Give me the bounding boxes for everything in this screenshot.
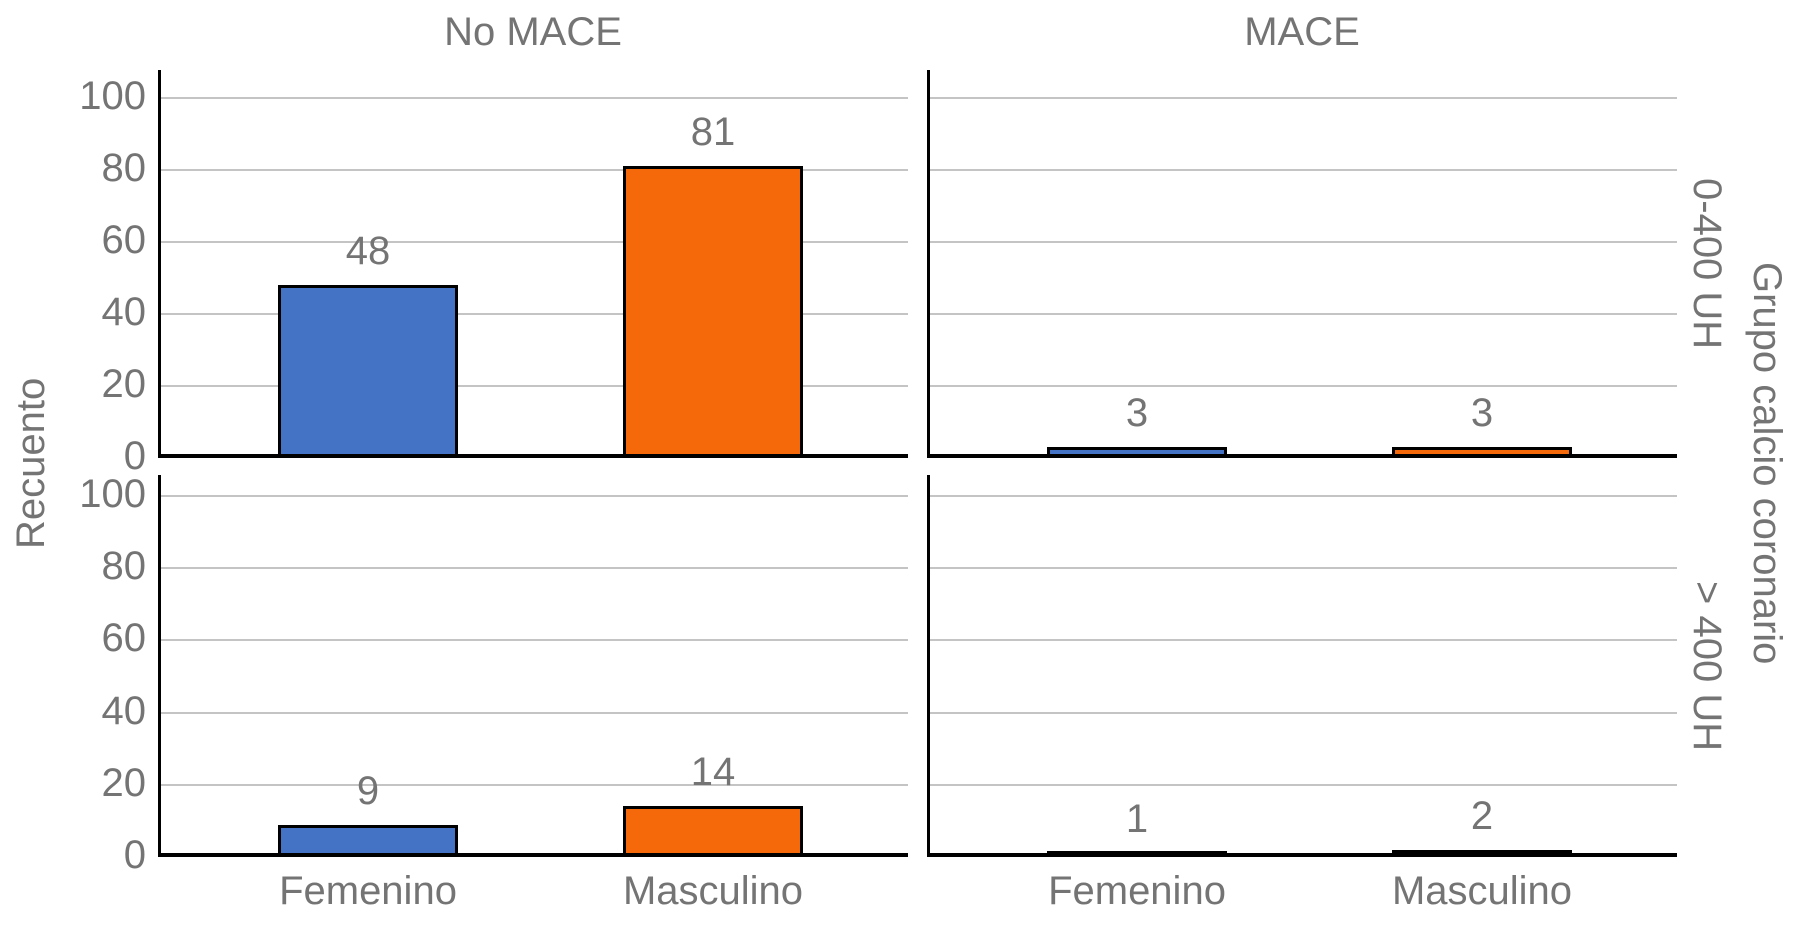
- bar-value-label: 14: [690, 750, 736, 795]
- bar-value-label: 9: [356, 768, 380, 813]
- x-axis-line: [158, 454, 908, 458]
- y-tick-label: 0: [123, 434, 146, 478]
- y-tick-label: 80: [101, 544, 147, 589]
- gridline-y-80: [158, 169, 908, 171]
- gridline-y-60: [158, 241, 908, 243]
- x-category-label-masculino: Masculino: [622, 869, 804, 913]
- bar-value-label: 3: [1470, 391, 1494, 436]
- x-category-label-femenino: Femenino: [1048, 869, 1226, 913]
- y-axis-title: Recuento: [9, 377, 53, 550]
- panel-no-mace--400-uh: 9 14: [158, 475, 908, 857]
- y-tick-label: 0: [123, 833, 146, 877]
- gridline-y-20: [927, 783, 1677, 786]
- y-axis-spine: [158, 70, 161, 458]
- right-outer-axis-title: Grupo calcio coronario: [1745, 262, 1789, 665]
- y-tick-label: 40: [101, 290, 147, 334]
- panel-no-mace-0-400-uh: 48 81: [158, 70, 908, 458]
- x-category-label-femenino: Femenino: [279, 869, 457, 913]
- bar-value-label: 3: [1125, 391, 1149, 436]
- x-category-label-masculino: Masculino: [1391, 869, 1573, 913]
- gridline-y-100: [927, 97, 1677, 99]
- gridline-y-40: [927, 711, 1677, 714]
- y-tick-label: 80: [101, 146, 147, 190]
- x-axis-line: [927, 853, 1677, 857]
- gridline-y-80: [158, 567, 908, 570]
- column-title-mace: MACE: [1244, 10, 1360, 54]
- gridline-y-60: [927, 241, 1677, 243]
- gridline-y-20: [927, 385, 1677, 387]
- y-axis-spine: [927, 475, 930, 857]
- x-axis-line: [927, 454, 1677, 458]
- bar-value-label: 1: [1125, 797, 1149, 842]
- column-title-no-mace: No MACE: [444, 10, 622, 54]
- bar-value-label: 81: [690, 110, 736, 155]
- y-tick-label: 100: [79, 472, 146, 516]
- gridline-y-40: [927, 313, 1677, 315]
- bar-value-label: 2: [1470, 793, 1494, 838]
- y-tick-label: 60: [101, 218, 147, 262]
- y-tick-label: 60: [101, 616, 147, 661]
- row-label-gt-400-uh: > 400 UH: [1685, 580, 1729, 752]
- gridline-y-80: [927, 567, 1677, 570]
- gridline-y-20: [158, 385, 908, 387]
- gridline-y-100: [158, 97, 908, 99]
- gridline-y-100: [927, 495, 1677, 497]
- gridline-y-60: [158, 639, 908, 642]
- y-tick-label: 20: [101, 760, 147, 805]
- gridline-y-100: [158, 495, 908, 497]
- gridline-y-40: [158, 313, 908, 315]
- y-tick-label: 40: [101, 688, 147, 733]
- gridline-y-40: [158, 711, 908, 714]
- gridline-y-60: [927, 639, 1677, 642]
- y-axis-spine: [158, 475, 161, 857]
- y-tick-label: 20: [101, 362, 147, 406]
- gridline-y-20: [158, 783, 908, 786]
- y-axis-spine: [927, 70, 930, 458]
- y-tick-label: 100: [79, 74, 146, 118]
- bar-masculino: [623, 166, 803, 458]
- gridline-y-80: [927, 169, 1677, 171]
- bar-femenino: [278, 285, 458, 458]
- row-label-0-400-uh: 0-400 UH: [1685, 178, 1729, 350]
- x-axis-line: [158, 853, 908, 857]
- bar-masculino: [623, 806, 803, 857]
- bar-value-label: 48: [345, 229, 391, 274]
